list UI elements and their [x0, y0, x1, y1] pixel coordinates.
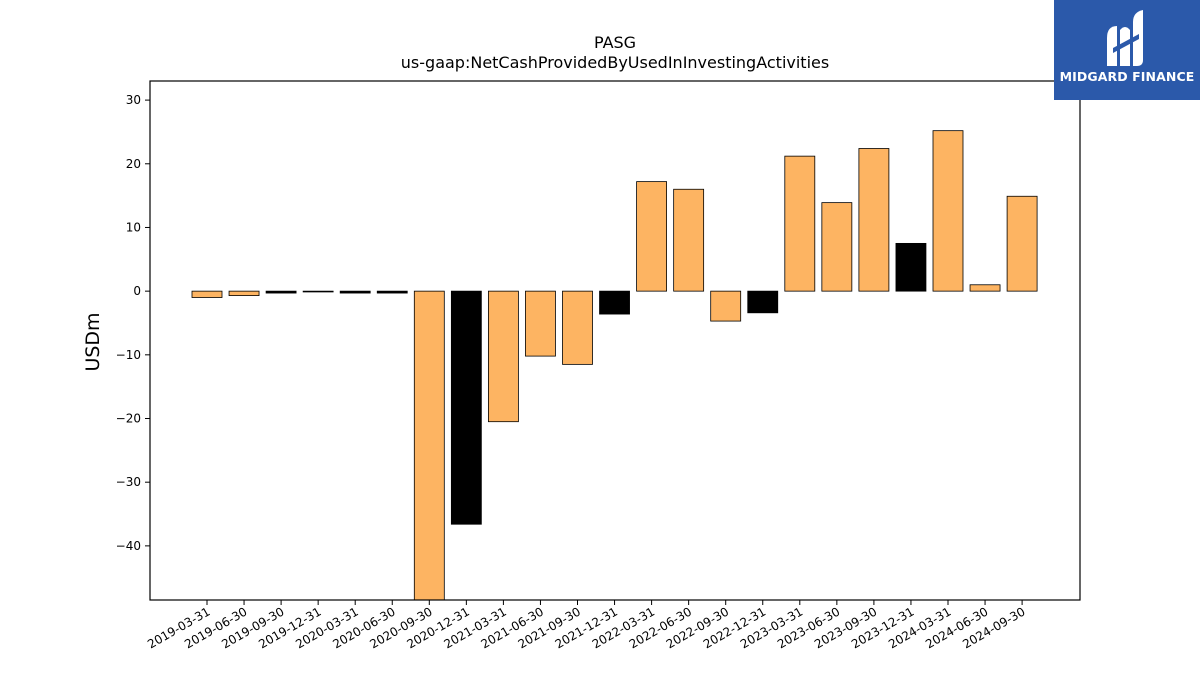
- bar-2023-09-30: [858, 148, 890, 292]
- bar-2023-06-30: [821, 202, 853, 292]
- bar-2019-12-31: [302, 290, 334, 293]
- bars-group: [191, 130, 1038, 601]
- bar-2020-12-31: [450, 290, 482, 525]
- bar-2023-12-31: [895, 242, 927, 292]
- y-tick-label: 0: [133, 284, 141, 298]
- chart-subtitle: us-gaap:NetCashProvidedByUsedInInvesting…: [401, 53, 829, 72]
- bar-2019-03-31: [191, 290, 223, 298]
- y-tick-label: 20: [126, 157, 141, 171]
- bar-2022-12-31: [747, 290, 779, 314]
- bar-2021-09-30: [562, 290, 593, 365]
- bar-2024-06-30: [969, 284, 1001, 292]
- y-tick-label: −40: [116, 539, 141, 553]
- bar-2021-12-31: [599, 290, 630, 315]
- y-tick-label: 30: [126, 93, 141, 107]
- bar-2020-03-31: [339, 290, 371, 294]
- bar-2021-03-31: [487, 290, 519, 423]
- y-tick-label: −30: [116, 475, 141, 489]
- bar-2022-06-30: [673, 188, 705, 292]
- bar-2021-06-30: [525, 290, 556, 357]
- bar-2022-09-30: [710, 290, 742, 322]
- bar-2022-03-31: [636, 181, 667, 292]
- y-axis: −40 −30 −20 −10 0 10 20 30: [116, 93, 150, 553]
- bar-2020-06-30: [376, 290, 408, 294]
- logo-text: MIDGARD FINANCE: [1059, 69, 1195, 84]
- bar-2024-09-30: [1006, 195, 1038, 292]
- midgard-finance-logo: MIDGARD FINANCE: [1054, 0, 1200, 100]
- bar-2019-09-30: [265, 290, 297, 294]
- y-tick-label: −10: [116, 348, 141, 362]
- bar-2019-06-30: [228, 290, 260, 297]
- bar-2023-03-31: [784, 155, 816, 292]
- chart-title: PASG: [594, 33, 636, 52]
- x-axis: 2019-03-312019-06-302019-09-302019-12-31…: [145, 600, 1028, 651]
- bar-2020-09-30: [413, 290, 445, 601]
- y-tick-label: −20: [116, 412, 141, 426]
- y-tick-label: 10: [126, 220, 141, 234]
- y-axis-label: USDm: [82, 312, 104, 371]
- bar-2024-03-31: [932, 130, 964, 292]
- plot-frame: [149, 80, 1081, 601]
- midgard-logo-icon: [1107, 10, 1143, 66]
